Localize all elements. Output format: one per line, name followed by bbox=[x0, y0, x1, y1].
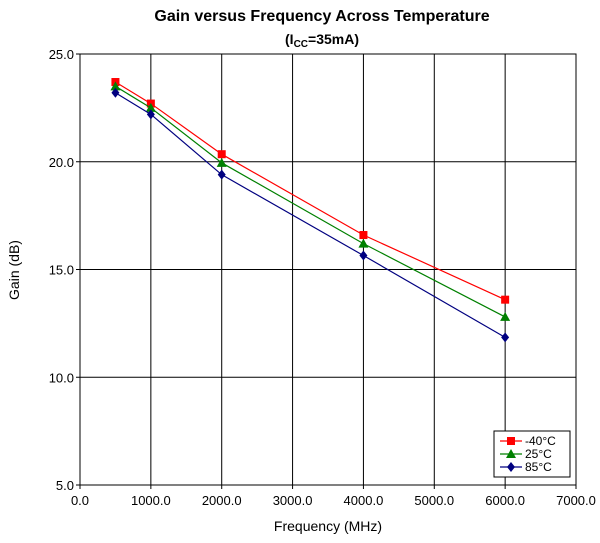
y-tick-label: 25.0 bbox=[49, 47, 74, 62]
y-tick-label: 20.0 bbox=[49, 155, 74, 170]
legend-label: -40°C bbox=[525, 434, 556, 448]
y-tick-label: 5.0 bbox=[56, 478, 74, 493]
series-line bbox=[115, 81, 506, 301]
chart-subtitle-prefix: (I bbox=[285, 31, 294, 47]
data-point bbox=[216, 157, 227, 167]
data-point bbox=[146, 109, 155, 120]
legend-marker bbox=[507, 437, 515, 445]
series-2 bbox=[111, 87, 510, 343]
y-tick-label: 10.0 bbox=[49, 370, 74, 385]
x-tick-label: 5000.0 bbox=[414, 493, 454, 508]
x-tick-label: 2000.0 bbox=[202, 493, 242, 508]
legend-label: 25°C bbox=[525, 447, 552, 461]
x-tick-label: 0.0 bbox=[71, 493, 89, 508]
series-line bbox=[115, 85, 506, 318]
data-point bbox=[111, 87, 120, 98]
data-point bbox=[145, 102, 156, 112]
data-point bbox=[359, 231, 368, 240]
legend: -40°C25°C85°C bbox=[493, 430, 571, 478]
series-line bbox=[115, 92, 506, 338]
x-axis-label: Frequency (MHz) bbox=[274, 518, 382, 534]
data-point bbox=[501, 295, 510, 304]
chart-subtitle-suffix: =35mA) bbox=[308, 31, 359, 47]
x-tick-label: 1000.0 bbox=[131, 493, 171, 508]
data-point bbox=[358, 238, 369, 248]
x-tick-label: 4000.0 bbox=[344, 493, 384, 508]
x-tick-label: 7000.0 bbox=[556, 493, 596, 508]
x-tick-label: 3000.0 bbox=[273, 493, 313, 508]
x-tick-label: 6000.0 bbox=[485, 493, 525, 508]
chart-subtitle: (ICC=35mA) bbox=[285, 31, 359, 50]
data-point bbox=[217, 169, 226, 180]
axis-ticks: 0.0 1000.0 2000.0 3000.0 4000.0 5000.0 6000.0 7… bbox=[49, 47, 596, 508]
data-point bbox=[217, 150, 226, 159]
chart-title: Gain versus Frequency Across Temperature bbox=[154, 8, 489, 25]
grid bbox=[80, 54, 576, 485]
y-axis-label: Gain (dB) bbox=[6, 240, 22, 300]
data-point bbox=[110, 81, 121, 91]
data-point bbox=[359, 250, 368, 261]
data-point bbox=[500, 311, 511, 321]
series-1 bbox=[110, 81, 511, 321]
data-point bbox=[501, 332, 510, 343]
legend-marker bbox=[507, 462, 515, 472]
series bbox=[110, 78, 511, 343]
legend-marker bbox=[506, 449, 516, 458]
chart-subtitle-subscript: CC bbox=[294, 39, 308, 50]
y-tick-label: 15.0 bbox=[49, 263, 74, 278]
legend-label: 85°C bbox=[525, 460, 552, 474]
